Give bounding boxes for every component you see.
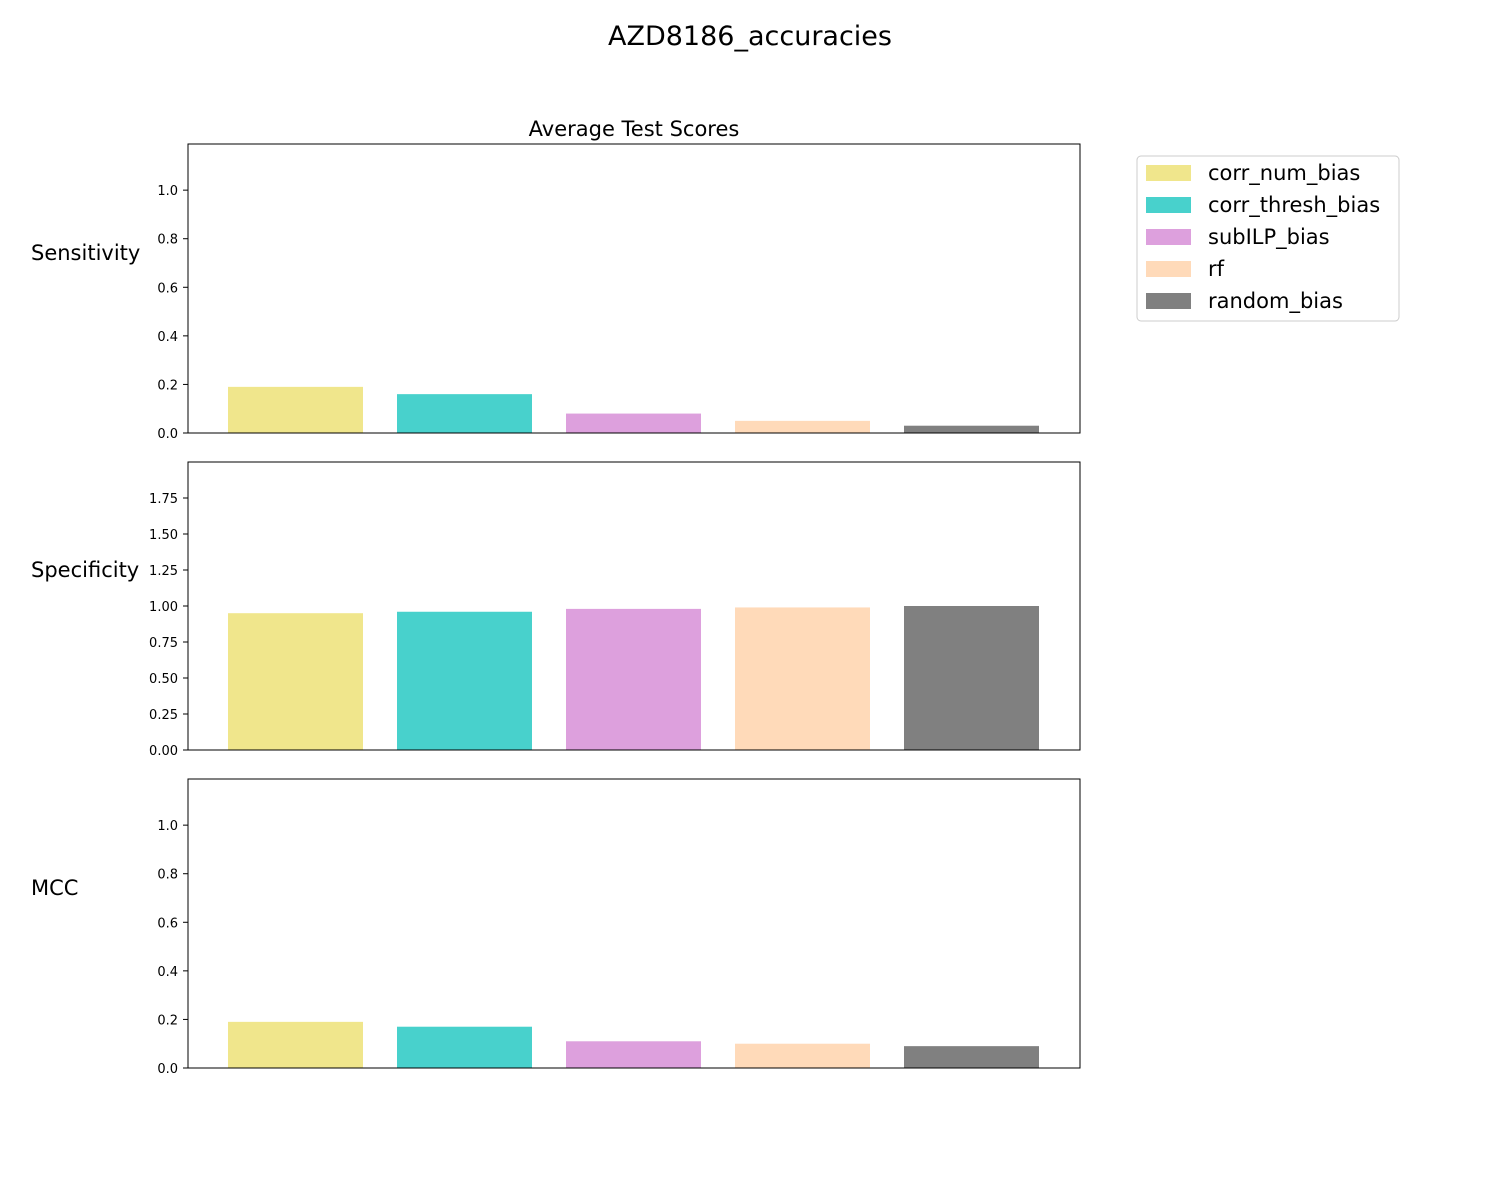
bar-random_bias bbox=[904, 606, 1039, 750]
legend-label-corr_thresh_bias: corr_thresh_bias bbox=[1208, 193, 1380, 218]
legend-label-random_bias: random_bias bbox=[1208, 289, 1343, 314]
axes-frame bbox=[187, 143, 1081, 434]
y-tick-label: 0.6 bbox=[157, 281, 178, 296]
bar-corr_num_bias bbox=[228, 613, 363, 750]
bar-subILP_bias bbox=[566, 1041, 701, 1068]
bar-corr_num_bias bbox=[228, 386, 363, 433]
legend-swatch-random_bias bbox=[1146, 293, 1191, 309]
bar-rf bbox=[735, 420, 870, 433]
panel-mcc: MCC 0.0 0.2 0.4 0.6 0.8 1.0 bbox=[31, 778, 1081, 1077]
y-tick-label: 0.8 bbox=[157, 868, 178, 883]
subplot-title: Average Test Scores bbox=[529, 117, 740, 141]
row-label: MCC bbox=[31, 876, 78, 900]
y-tick-label: 1.50 bbox=[149, 528, 178, 543]
figure-title: AZD8186_accuracies bbox=[608, 21, 892, 52]
legend-label-rf: rf bbox=[1208, 257, 1225, 281]
bar-random_bias bbox=[904, 1046, 1039, 1068]
y-tick-label: 0.50 bbox=[149, 672, 178, 687]
row-label: Specificity bbox=[31, 558, 139, 582]
panels: Sensitivity 0.0 0.2 0.4 0.6 0.8 1.0 Specificity… bbox=[31, 143, 1081, 1077]
bar-corr_thresh_bias bbox=[397, 611, 532, 750]
y-tick-label: 0.4 bbox=[157, 330, 178, 345]
bar-rf bbox=[735, 607, 870, 750]
bar-subILP_bias bbox=[566, 413, 701, 433]
legend: corr_num_bias corr_thresh_bias subILP_bias… bbox=[1136, 155, 1400, 322]
legend-frame bbox=[1136, 155, 1400, 322]
y-tick-label: 1.25 bbox=[149, 564, 178, 579]
bar-subILP_bias bbox=[566, 608, 701, 750]
y-tick-label: 0.0 bbox=[157, 1062, 178, 1077]
y-tick-label: 1.0 bbox=[157, 819, 178, 834]
y-tick-label: 0.00 bbox=[149, 744, 178, 759]
legend-swatch-corr_thresh_bias bbox=[1146, 197, 1191, 213]
bar-corr_thresh_bias bbox=[397, 1026, 532, 1068]
y-tick-label: 0.25 bbox=[149, 708, 178, 723]
y-tick-label: 1.00 bbox=[149, 600, 178, 615]
legend-label-corr_num_bias: corr_num_bias bbox=[1208, 161, 1360, 186]
y-tick-label: 0.2 bbox=[157, 1013, 178, 1028]
y-tick-label: 0.0 bbox=[157, 427, 178, 442]
y-tick-label: 1.75 bbox=[149, 492, 178, 507]
y-tick-label: 0.6 bbox=[157, 916, 178, 931]
y-tick-label: 1.0 bbox=[157, 184, 178, 199]
y-tick-label: 0.4 bbox=[157, 965, 178, 980]
bar-random_bias bbox=[904, 425, 1039, 433]
y-tick-label: 0.75 bbox=[149, 636, 178, 651]
legend-label-subILP_bias: subILP_bias bbox=[1208, 225, 1330, 250]
panel-sensitivity: Sensitivity 0.0 0.2 0.4 0.6 0.8 1.0 bbox=[31, 143, 1081, 442]
y-tick-label: 0.8 bbox=[157, 233, 178, 248]
panel-specificity: Specificity 0.00 0.25 0.50 0.75 1.00 1.25 1.50 1… bbox=[31, 461, 1081, 759]
row-label: Sensitivity bbox=[31, 241, 140, 265]
legend-swatch-corr_num_bias bbox=[1146, 165, 1191, 181]
bar-corr_num_bias bbox=[228, 1021, 363, 1068]
legend-swatch-rf bbox=[1146, 261, 1191, 277]
y-tick-label: 0.2 bbox=[157, 378, 178, 393]
axes-frame bbox=[187, 778, 1081, 1069]
bar-rf bbox=[735, 1043, 870, 1068]
legend-swatch-subILP_bias bbox=[1146, 229, 1191, 245]
bar-corr_thresh_bias bbox=[397, 394, 532, 433]
